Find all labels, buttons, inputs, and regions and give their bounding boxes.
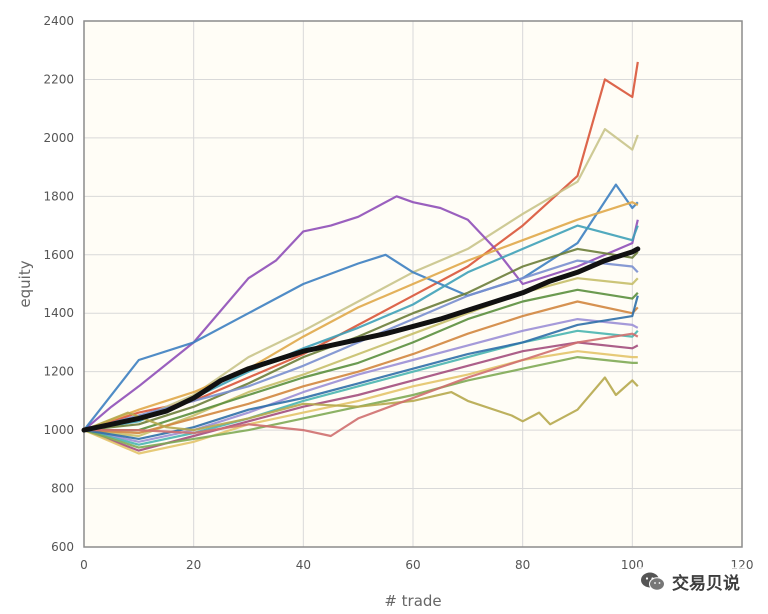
y-tick-label: 1200 xyxy=(43,365,74,379)
y-tick-label: 2000 xyxy=(43,131,74,145)
equity-series-line xyxy=(83,376,639,432)
y-axis-title: equity xyxy=(16,260,34,307)
y-tick-label: 2400 xyxy=(43,14,74,28)
x-tick-label: 60 xyxy=(405,558,420,572)
y-tick-label: 800 xyxy=(51,482,74,496)
y-tick-label: 2200 xyxy=(43,72,74,86)
wechat-icon xyxy=(641,572,665,591)
equity-series-line xyxy=(83,201,639,432)
equity-series-line xyxy=(83,300,639,435)
mean-equity-line xyxy=(81,246,641,433)
equity-series-line xyxy=(83,356,638,449)
y-axis-ticks: 600 800 1000 1200 1400 1600 1800 2000 2200 2400 xyxy=(43,14,74,554)
y-tick-label: 1800 xyxy=(43,189,74,203)
series-lines xyxy=(83,61,639,455)
x-axis-title: # trade xyxy=(384,592,441,610)
watermark: 交易贝说 xyxy=(634,567,746,596)
equity-series-line xyxy=(83,329,639,446)
x-tick-label: 40 xyxy=(296,558,311,572)
equity-series-line xyxy=(83,183,639,431)
equity-series-line xyxy=(83,341,639,452)
x-tick-label: 0 xyxy=(80,558,88,572)
equity-series-line xyxy=(84,332,639,438)
y-tick-label: 1600 xyxy=(43,248,74,262)
x-tick-label: 80 xyxy=(515,558,530,572)
equity-series-line xyxy=(83,277,639,438)
y-tick-label: 1000 xyxy=(43,423,74,437)
equity-series-line xyxy=(83,350,638,455)
y-tick-label: 600 xyxy=(51,540,74,554)
equity-series-line xyxy=(83,195,639,431)
y-tick-label: 1400 xyxy=(43,306,74,320)
x-axis-ticks: 0 20 40 60 80 100 120 xyxy=(80,558,753,572)
equity-series-line xyxy=(84,288,639,432)
watermark-text: 交易贝说 xyxy=(672,574,740,594)
x-tick-label: 20 xyxy=(186,558,201,572)
plot-frame xyxy=(83,20,743,548)
equity-series-line xyxy=(83,247,639,432)
